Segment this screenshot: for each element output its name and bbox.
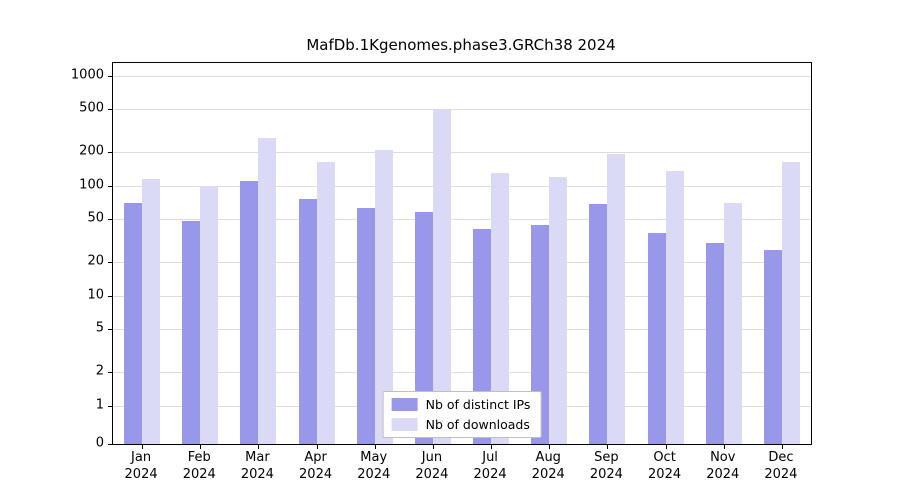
y-tick-label: 5 bbox=[95, 320, 104, 336]
x-tick-mark bbox=[607, 444, 609, 449]
y-tick-mark bbox=[108, 262, 113, 264]
y-tick-mark bbox=[108, 405, 113, 407]
bar-downloads-oct bbox=[665, 171, 684, 444]
x-tick-label-jul: Jul 2024 bbox=[473, 450, 507, 482]
y-tick-label: 0 bbox=[95, 435, 104, 451]
bar-downloads-nov bbox=[723, 202, 742, 444]
x-tick-label-sep: Sep 2024 bbox=[589, 450, 623, 482]
y-tick-label: 200 bbox=[79, 143, 104, 159]
bar-distinct-ips-dec bbox=[763, 249, 782, 444]
gridline bbox=[113, 218, 811, 220]
y-axis-labels: 0 1 2 5 10 20 50 100 200 500 1000 bbox=[0, 62, 104, 450]
y-tick-mark bbox=[108, 295, 113, 297]
x-tick-label-mar: Mar 2024 bbox=[240, 450, 274, 482]
x-tick-mark bbox=[491, 444, 493, 449]
y-tick-mark bbox=[108, 372, 113, 374]
y-tick-mark bbox=[108, 444, 113, 445]
legend-entry-distinct-ips: Nb of distinct IPs bbox=[391, 397, 531, 412]
bar-distinct-ips-jun bbox=[414, 211, 433, 444]
x-tick-mark bbox=[781, 444, 783, 449]
x-tick-label-jun: Jun 2024 bbox=[415, 450, 449, 482]
y-tick-label: 2 bbox=[95, 363, 104, 379]
x-tick-mark bbox=[374, 444, 376, 449]
bar-downloads-apr bbox=[316, 161, 335, 444]
x-tick-label-may: May 2024 bbox=[357, 450, 391, 482]
gridline bbox=[113, 152, 811, 154]
legend-entry-downloads: Nb of downloads bbox=[391, 417, 531, 432]
y-tick-label: 10 bbox=[87, 287, 104, 302]
legend: Nb of distinct IPs Nb of downloads bbox=[382, 391, 542, 438]
x-tick-label-nov: Nov 2024 bbox=[706, 450, 740, 482]
gridline bbox=[113, 108, 811, 110]
gridline bbox=[113, 75, 811, 77]
x-tick-mark bbox=[316, 444, 318, 449]
x-tick-label-feb: Feb 2024 bbox=[182, 450, 216, 482]
bar-downloads-jul bbox=[491, 173, 510, 444]
x-tick-mark bbox=[200, 444, 202, 449]
x-tick-mark bbox=[142, 444, 144, 449]
bar-distinct-ips-jul bbox=[473, 229, 492, 444]
x-tick-mark bbox=[665, 444, 667, 449]
y-tick-mark bbox=[108, 152, 113, 154]
legend-label-distinct-ips: Nb of distinct IPs bbox=[425, 397, 531, 412]
chart-title: MafDb.1Kgenomes.phase3.GRCh38 2024 bbox=[306, 36, 616, 54]
bar-distinct-ips-jan bbox=[124, 202, 143, 444]
bar-distinct-ips-feb bbox=[182, 220, 201, 444]
x-tick-label-dec: Dec 2024 bbox=[764, 450, 798, 482]
x-tick-mark bbox=[258, 444, 260, 449]
y-tick-label: 1 bbox=[95, 397, 104, 412]
x-axis-labels: Jan 2024 Feb 2024 Mar 2024 Apr 2024 May 2024… bbox=[112, 449, 810, 489]
bar-distinct-ips-may bbox=[356, 207, 375, 444]
bar-distinct-ips-oct bbox=[647, 233, 666, 444]
y-tick-mark bbox=[108, 218, 113, 220]
gridline bbox=[113, 328, 811, 330]
x-tick-label-oct: Oct 2024 bbox=[648, 450, 682, 482]
y-tick-mark bbox=[108, 75, 113, 77]
plot-area: Nb of distinct IPs Nb of downloads bbox=[108, 62, 812, 449]
bar-downloads-aug bbox=[549, 176, 568, 444]
bar-downloads-mar bbox=[258, 138, 277, 444]
legend-swatch-downloads bbox=[391, 418, 418, 431]
x-tick-mark bbox=[432, 444, 434, 449]
bar-distinct-ips-sep bbox=[589, 203, 608, 444]
y-tick-label: 50 bbox=[87, 210, 104, 226]
bar-downloads-jan bbox=[142, 178, 161, 444]
bar-distinct-ips-aug bbox=[531, 224, 550, 444]
y-tick-mark bbox=[108, 328, 113, 330]
bar-distinct-ips-apr bbox=[298, 199, 317, 444]
gridline bbox=[113, 185, 811, 187]
bar-distinct-ips-mar bbox=[240, 180, 259, 444]
y-tick-label: 1000 bbox=[70, 67, 104, 83]
y-tick-label: 500 bbox=[79, 100, 104, 116]
gridline bbox=[113, 372, 811, 374]
bar-downloads-sep bbox=[607, 153, 626, 444]
x-tick-mark bbox=[723, 444, 725, 449]
bar-downloads-feb bbox=[200, 185, 219, 444]
y-tick-mark bbox=[108, 108, 113, 110]
y-tick-label: 20 bbox=[87, 253, 104, 269]
legend-swatch-distinct-ips bbox=[391, 398, 418, 411]
bar-downloads-may bbox=[374, 150, 393, 444]
x-tick-label-aug: Aug 2024 bbox=[531, 450, 565, 482]
bar-downloads-dec bbox=[781, 161, 800, 444]
x-tick-label-apr: Apr 2024 bbox=[299, 450, 333, 482]
gridline bbox=[113, 262, 811, 264]
gridline bbox=[113, 295, 811, 297]
x-tick-mark bbox=[549, 444, 551, 449]
bar-distinct-ips-nov bbox=[705, 243, 724, 444]
y-tick-mark bbox=[108, 185, 113, 187]
x-tick-label-jan: Jan 2024 bbox=[124, 450, 158, 482]
bar-downloads-jun bbox=[432, 108, 451, 444]
y-tick-label: 100 bbox=[79, 177, 104, 193]
legend-label-downloads: Nb of downloads bbox=[425, 417, 530, 432]
